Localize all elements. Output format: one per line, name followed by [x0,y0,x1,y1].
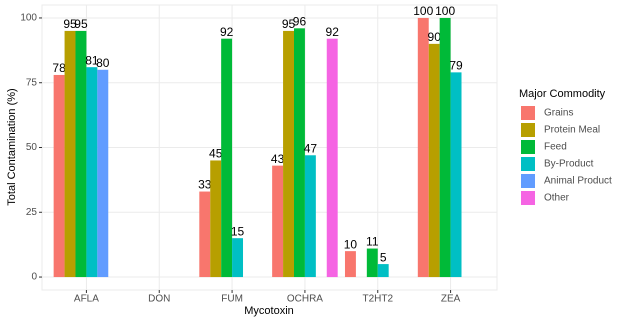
legend-label: Other [544,193,570,204]
bar [221,38,233,278]
bar [75,30,87,278]
value-label: 95 [282,17,296,31]
y-tick-label: 75 [26,77,38,88]
value-label: 81 [85,53,99,67]
bar [417,17,429,278]
legend-key [521,106,535,120]
value-label: 100 [435,4,455,18]
value-label: 45 [209,147,223,161]
legend-label: Animal Product [544,176,612,187]
legend-key [521,123,535,137]
legend-key [521,174,535,188]
bar [450,72,462,278]
bar [428,43,440,278]
value-label: 95 [63,17,77,31]
bar [272,165,284,278]
value-label: 15 [231,224,245,238]
bar [97,69,109,278]
y-tick-label: 50 [26,142,38,153]
value-label: 100 [413,4,433,18]
x-tick-label: OCHRA [287,294,323,305]
x-tick-label: DON [148,294,170,305]
value-label: 92 [326,25,340,39]
x-tick-label: ZEA [441,294,461,305]
bar [344,251,356,278]
legend-label: By-Product [544,159,594,170]
legend-label: Grains [544,108,573,119]
value-label: 47 [304,141,318,155]
legend-key [521,157,535,171]
x-tick-label: AFLA [74,294,99,305]
legend-label: Protein Meal [544,125,600,136]
value-label: 79 [449,59,463,73]
value-label: 11 [366,235,379,249]
bar [53,74,65,278]
y-tick-label: 25 [26,207,38,218]
value-label: 90 [428,30,442,44]
y-axis-title: Total Contamination (%) [6,88,18,205]
value-label: 10 [344,237,358,251]
legend-key [521,140,535,154]
bar [439,17,451,278]
legend-key [521,191,535,205]
y-tick-label: 0 [31,272,37,283]
bar [199,191,211,278]
value-label: 80 [96,56,110,70]
value-label: 78 [52,61,66,75]
bar [64,30,76,278]
legend-label: Feed [544,142,567,153]
x-tick-label: T2HT2 [362,294,393,305]
bar [304,155,316,278]
value-label: 95 [74,17,88,31]
bar [232,238,244,278]
legend-title: Major Commodity [519,88,606,100]
value-label: 43 [271,152,285,166]
value-label: 5 [380,250,387,264]
bar [366,248,378,278]
y-tick-label: 100 [20,13,37,24]
bar [326,38,338,278]
bar [293,28,305,278]
x-tick-label: FUM [221,294,243,305]
bar [283,30,294,278]
value-label: 96 [293,14,307,28]
value-label: 92 [220,25,234,39]
x-axis-title: Mycotoxin [244,305,294,317]
value-label: 33 [198,178,212,192]
bar [377,264,389,278]
bar [210,160,222,278]
bar [86,67,98,278]
